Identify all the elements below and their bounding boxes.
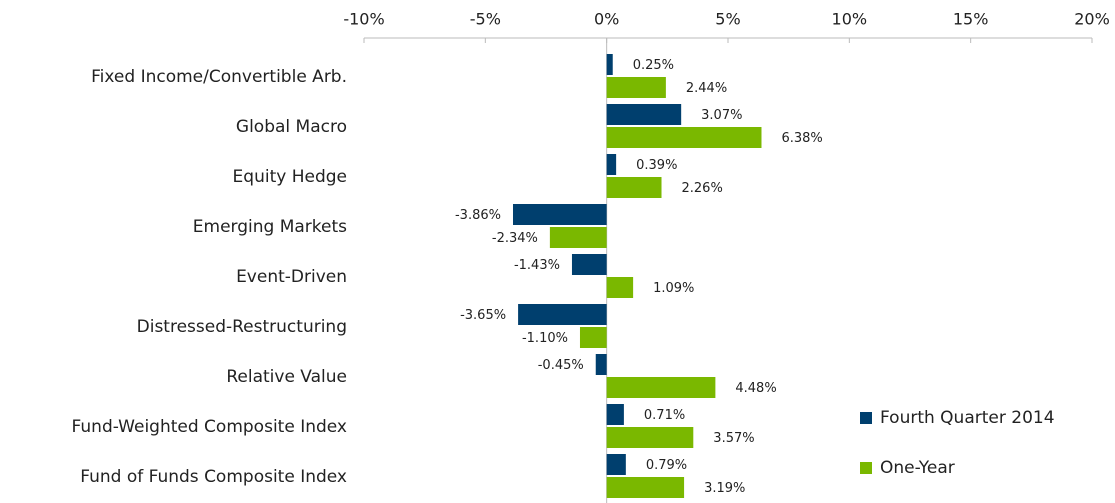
value-label: 0.79% bbox=[646, 458, 687, 473]
value-label: 3.19% bbox=[704, 481, 745, 496]
value-label: 4.48% bbox=[735, 381, 776, 396]
bar bbox=[606, 127, 762, 148]
bar bbox=[606, 277, 634, 298]
value-label: 2.44% bbox=[686, 81, 727, 96]
x-tick-label: 15% bbox=[953, 10, 989, 29]
value-label: -3.65% bbox=[460, 308, 506, 323]
bar bbox=[606, 77, 666, 98]
bar bbox=[606, 377, 716, 398]
category-label: Distressed-Restructuring bbox=[137, 317, 347, 337]
value-label: -3.86% bbox=[455, 208, 501, 223]
value-label: -1.10% bbox=[522, 331, 568, 346]
bar bbox=[606, 54, 613, 75]
x-tick-label: 10% bbox=[832, 10, 868, 29]
category-label: Emerging Markets bbox=[193, 217, 347, 237]
legend-label: Fourth Quarter 2014 bbox=[880, 408, 1055, 428]
x-tick-label: -5% bbox=[470, 10, 501, 29]
bar bbox=[579, 327, 607, 348]
value-label: 6.38% bbox=[781, 131, 822, 146]
bar bbox=[606, 427, 694, 448]
value-label: 0.39% bbox=[636, 158, 677, 173]
value-label: -0.45% bbox=[538, 358, 584, 373]
bar bbox=[549, 227, 607, 248]
x-tick-label: 0% bbox=[594, 10, 619, 29]
bar bbox=[606, 104, 682, 125]
legend-swatch bbox=[860, 462, 872, 474]
x-tick-label: -10% bbox=[343, 10, 384, 29]
category-label: Fund of Funds Composite Index bbox=[80, 467, 347, 487]
bar bbox=[512, 204, 607, 225]
category-label: Fixed Income/Convertible Arb. bbox=[91, 67, 347, 87]
legend-swatch bbox=[860, 412, 872, 424]
category-label: Fund-Weighted Composite Index bbox=[72, 417, 347, 437]
bar bbox=[606, 454, 626, 475]
value-label: 2.26% bbox=[682, 181, 723, 196]
category-label: Relative Value bbox=[226, 367, 347, 387]
legend-label: One-Year bbox=[880, 458, 955, 478]
category-label: Equity Hedge bbox=[233, 167, 347, 187]
value-label: 0.71% bbox=[644, 408, 685, 423]
value-label: 1.09% bbox=[653, 281, 694, 296]
x-tick-label: 5% bbox=[715, 10, 740, 29]
bar bbox=[518, 304, 607, 325]
bar bbox=[606, 477, 685, 498]
value-label: -2.34% bbox=[492, 231, 538, 246]
x-tick-label: 20% bbox=[1074, 10, 1110, 29]
bar bbox=[606, 154, 617, 175]
value-label: 3.07% bbox=[701, 108, 742, 123]
bar bbox=[606, 404, 624, 425]
value-label: 3.57% bbox=[713, 431, 754, 446]
bar bbox=[571, 254, 607, 275]
value-label: -1.43% bbox=[514, 258, 560, 273]
category-label: Event-Driven bbox=[236, 267, 347, 287]
bar bbox=[606, 177, 662, 198]
bar bbox=[595, 354, 607, 375]
category-label: Global Macro bbox=[236, 117, 347, 137]
value-label: 0.25% bbox=[633, 58, 674, 73]
